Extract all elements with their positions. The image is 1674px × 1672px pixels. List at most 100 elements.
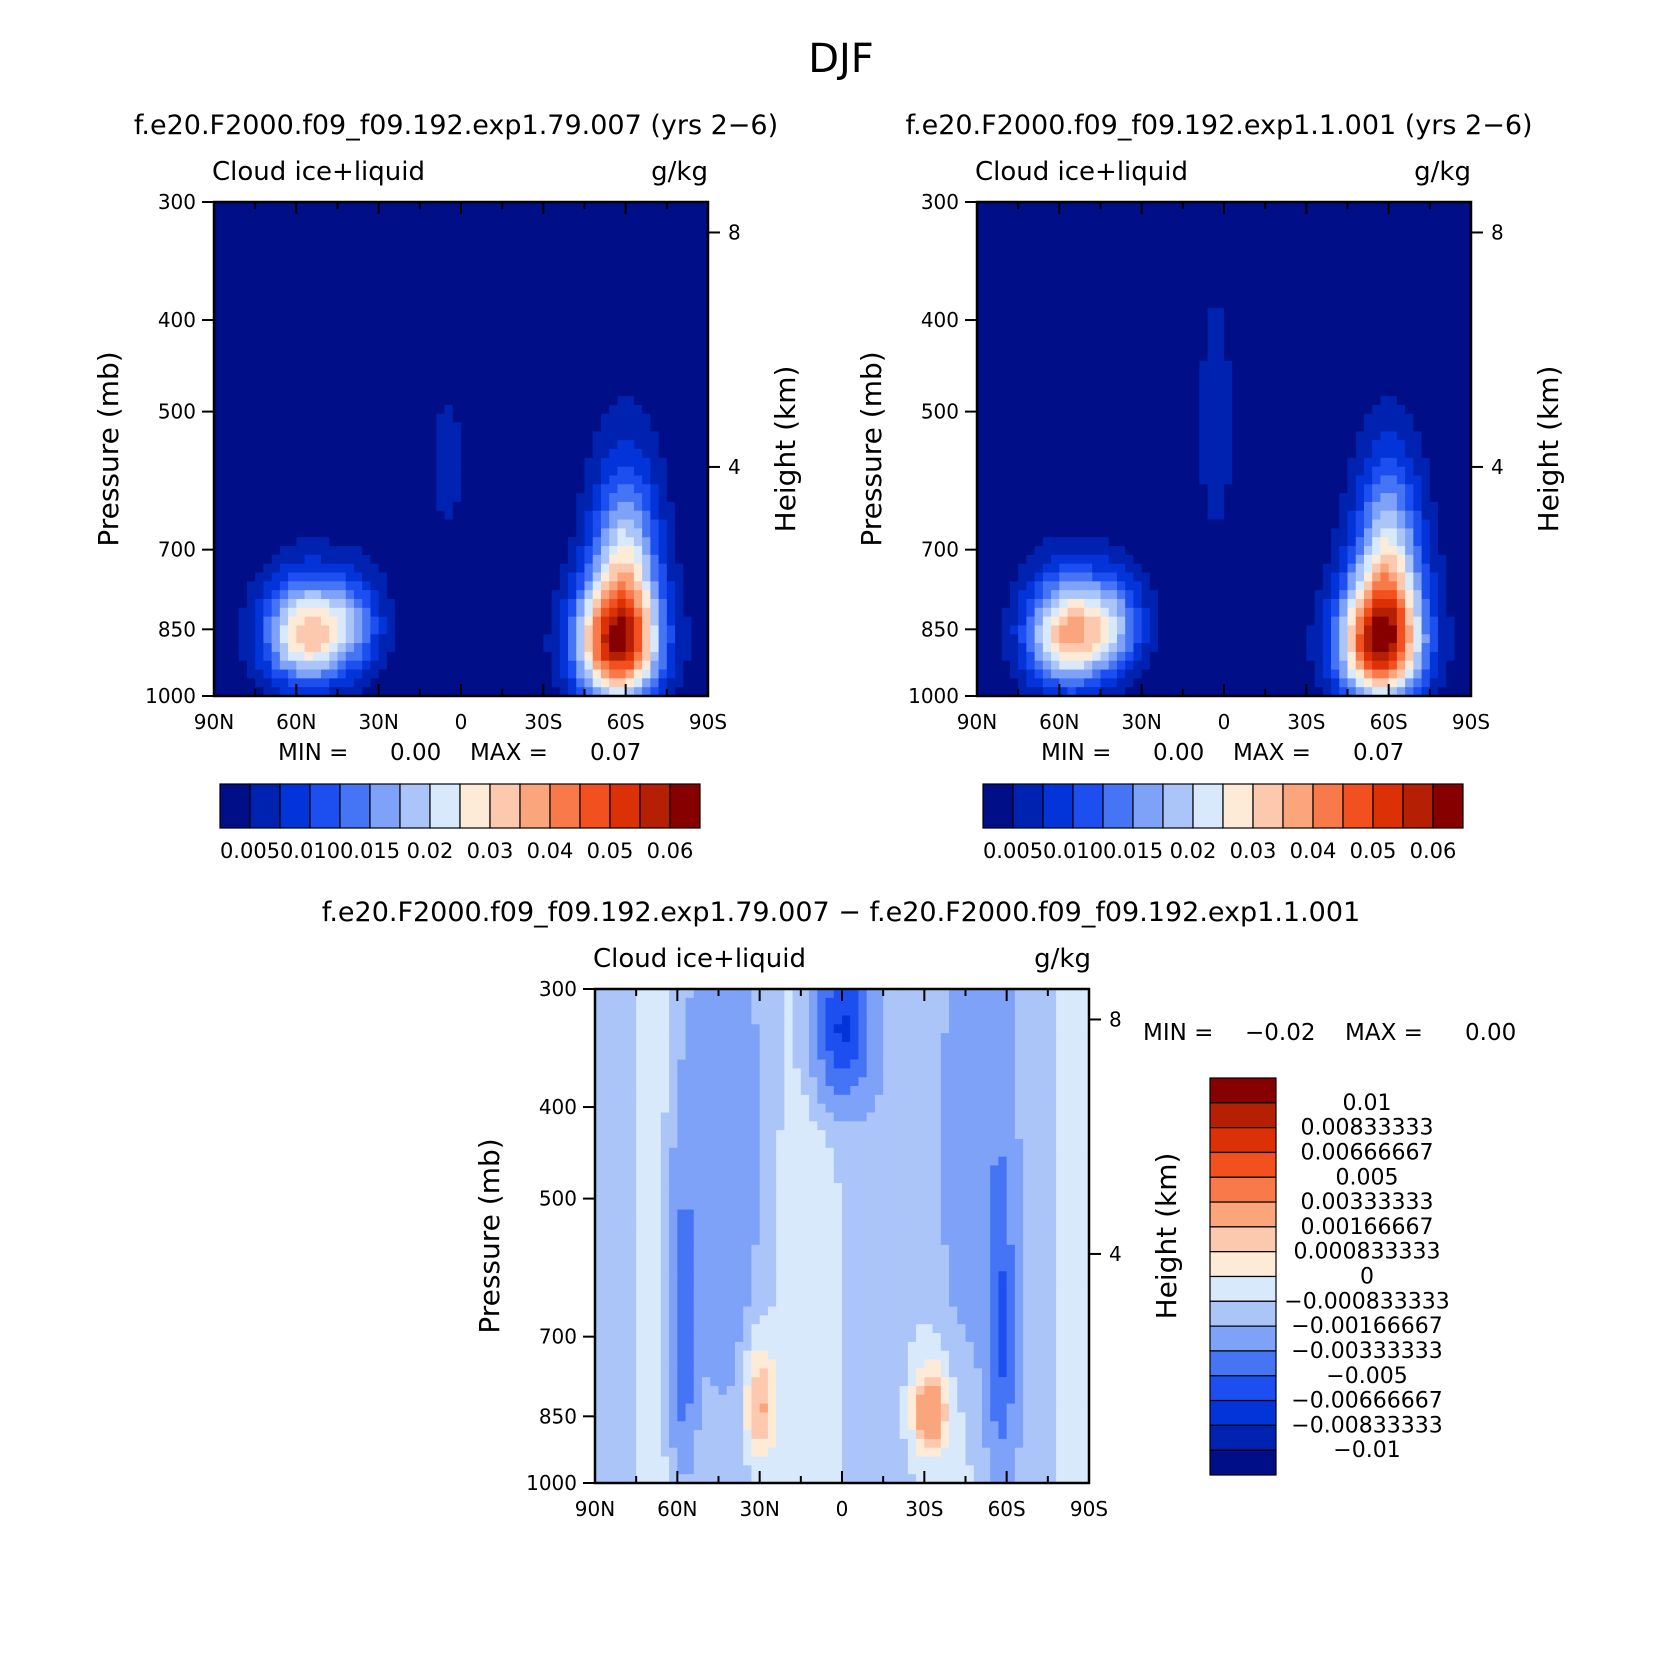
heatmap-cell	[419, 378, 429, 388]
heatmap-cell	[617, 299, 627, 309]
heatmap-cell	[329, 546, 339, 556]
heatmap-cell	[230, 466, 240, 477]
heatmap-cell	[1125, 272, 1135, 282]
heatmap-cell	[993, 493, 1003, 503]
heatmap-cell	[600, 528, 610, 538]
heatmap-cell	[502, 519, 511, 529]
heatmap-cell	[666, 643, 676, 653]
heatmap-cell	[1149, 537, 1159, 547]
heatmap-cell	[1125, 263, 1135, 274]
heatmap-cell	[1166, 669, 1176, 679]
heatmap-cell	[993, 537, 1003, 547]
heatmap-cell	[691, 493, 701, 503]
heatmap-cell	[1009, 669, 1019, 679]
heatmap-cell	[510, 493, 520, 503]
heatmap-cell	[1092, 387, 1102, 397]
heatmap-cell	[535, 246, 544, 256]
heatmap-cell	[1075, 563, 1085, 574]
heatmap-cell	[526, 519, 536, 529]
heatmap-cell	[666, 660, 676, 671]
heatmap-cell	[1009, 519, 1019, 529]
heatmap-cell	[1133, 528, 1143, 538]
heatmap-cell	[977, 625, 986, 635]
heatmap-cell	[526, 281, 536, 291]
heatmap-cell	[395, 360, 404, 371]
heatmap-cell	[551, 396, 561, 406]
heatmap-cell	[1191, 625, 1200, 635]
heatmap-cell	[444, 660, 454, 671]
heatmap-cell	[526, 449, 536, 459]
heatmap-cell	[568, 572, 577, 582]
heatmap-cell	[321, 413, 330, 424]
heatmap-cell	[568, 625, 577, 635]
heatmap-cell	[1051, 378, 1060, 388]
heatmap-cell	[592, 475, 602, 485]
heatmap-cell	[288, 343, 297, 353]
heatmap-cell	[609, 351, 619, 362]
heatmap-cell	[493, 598, 503, 609]
heatmap-cell	[1018, 316, 1027, 327]
heatmap-cell	[362, 404, 372, 415]
heatmap-cell	[617, 422, 627, 432]
heatmap-cell	[1158, 387, 1167, 397]
heatmap-cell	[551, 598, 561, 609]
heatmap-cell	[271, 457, 281, 468]
heatmap-cell	[246, 475, 256, 485]
heatmap-cell	[1133, 651, 1143, 662]
heatmap-cell	[288, 581, 297, 591]
heatmap-cell	[1158, 210, 1167, 221]
heatmap-cell	[977, 484, 986, 494]
heatmap-cell	[699, 616, 709, 627]
heatmap-cell	[592, 651, 602, 662]
heatmap-cell	[214, 449, 223, 459]
heatmap-cell	[1166, 519, 1176, 529]
heatmap-cell	[658, 634, 668, 644]
heatmap-cell	[551, 563, 561, 574]
heatmap-cell	[395, 272, 404, 282]
heatmap-cell	[1133, 281, 1143, 291]
heatmap-cell	[1059, 316, 1069, 327]
heatmap-cell	[461, 687, 470, 697]
heatmap-cell	[584, 237, 594, 247]
heatmap-cell	[395, 325, 404, 335]
heatmap-cell	[1100, 307, 1110, 318]
heatmap-cell	[353, 660, 363, 671]
heatmap-cell	[362, 466, 372, 477]
heatmap-cell	[271, 616, 281, 627]
heatmap-cell	[543, 598, 553, 609]
heatmap-cell	[683, 466, 693, 477]
heatmap-cell	[1009, 431, 1019, 441]
heatmap-cell	[985, 396, 995, 406]
heatmap-cell	[395, 493, 404, 503]
heatmap-cell	[238, 625, 248, 635]
heatmap-cell	[1133, 396, 1143, 406]
heatmap-cell	[675, 343, 684, 353]
heatmap-cell	[411, 219, 421, 230]
y-tick-label: 300	[158, 190, 196, 214]
heatmap-cell	[658, 643, 668, 653]
heatmap-cell	[683, 651, 693, 662]
heatmap-cell	[584, 687, 594, 697]
heatmap-cell	[345, 537, 355, 547]
heatmap-cell	[584, 501, 594, 512]
heatmap-cell	[1199, 440, 1209, 450]
heatmap-cell	[699, 449, 709, 459]
heatmap-cell	[502, 687, 511, 697]
heatmap-cell	[691, 581, 701, 591]
heatmap-cell	[329, 210, 339, 221]
heatmap-cell	[469, 316, 479, 327]
heatmap-cell	[1009, 299, 1019, 309]
heatmap-cell	[230, 351, 240, 362]
heatmap-cell	[1141, 246, 1151, 256]
heatmap-cell	[246, 360, 256, 371]
heatmap-cell	[518, 678, 528, 688]
heatmap-cell	[1141, 546, 1151, 556]
heatmap-cell	[312, 660, 322, 671]
heatmap-cell	[617, 325, 627, 335]
heatmap-cell	[609, 616, 619, 627]
heatmap-cell	[296, 493, 306, 503]
heatmap-cell	[985, 510, 995, 521]
heatmap-cell	[493, 660, 503, 671]
heatmap-cell	[1100, 202, 1110, 212]
heatmap-cell	[576, 422, 586, 432]
